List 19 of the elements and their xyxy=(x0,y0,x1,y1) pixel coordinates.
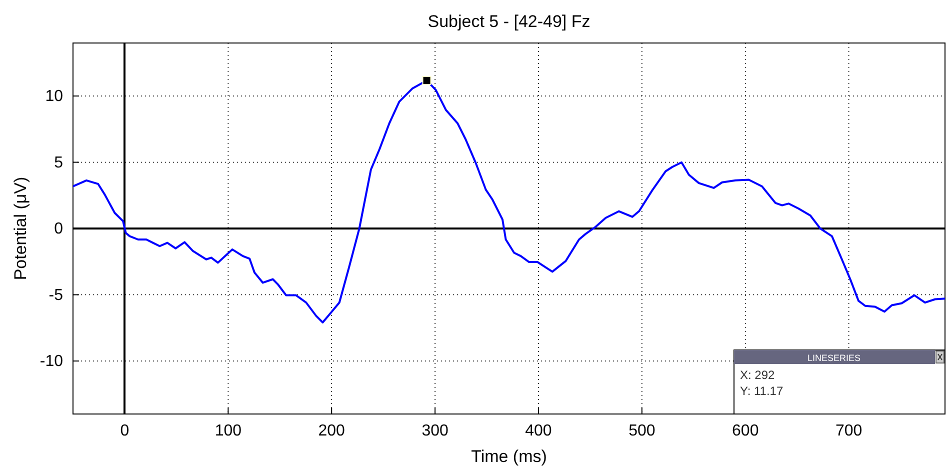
x-axis-title: Time (ms) xyxy=(471,447,547,466)
annotation: Y: 11.17 xyxy=(740,384,784,398)
x-tick-label: 700 xyxy=(835,422,862,440)
y-tick-label: 5 xyxy=(54,154,64,172)
x-tick-label: 100 xyxy=(214,422,242,440)
y-tick-label: -10 xyxy=(40,353,64,370)
y-tick-label: 0 xyxy=(54,220,64,238)
x-tick-label: 400 xyxy=(525,422,552,440)
x-tick-label: 0 xyxy=(120,422,130,440)
y-tick-label: 10 xyxy=(45,88,64,106)
x-tick-label: 600 xyxy=(732,422,759,440)
x-tick-label: 300 xyxy=(422,422,448,440)
x-tick-label: 200 xyxy=(318,422,346,440)
chart-title: Subject 5 - [42-49] Fz xyxy=(428,12,590,31)
annotation: X: 292 xyxy=(740,368,776,382)
y-axis-title: Potential (μV) xyxy=(11,176,30,280)
annotation: LINESERIES xyxy=(807,353,861,363)
x-tick-label: 500 xyxy=(628,422,656,440)
y-tick-label: -5 xyxy=(48,286,64,304)
